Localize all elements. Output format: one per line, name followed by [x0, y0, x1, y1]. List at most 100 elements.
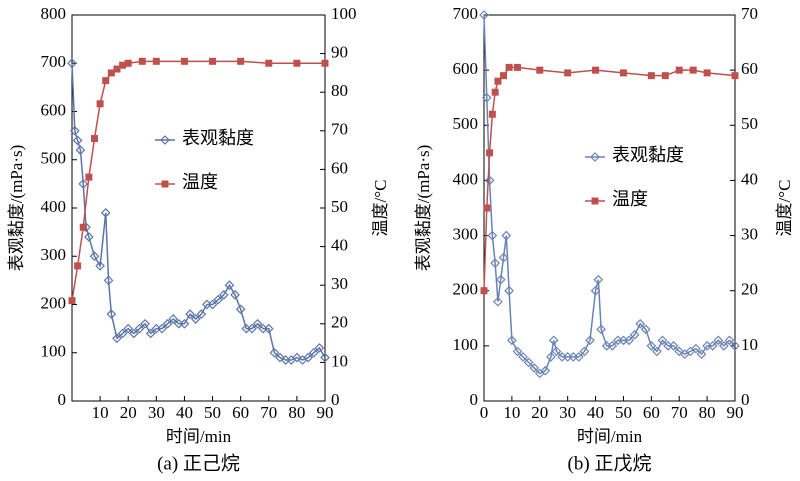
x-tick-label: 50 — [204, 403, 221, 422]
y2-axis-title: 温度/°C — [371, 180, 390, 237]
marker — [480, 287, 488, 295]
marker — [308, 347, 319, 358]
marker — [185, 309, 195, 319]
marker — [590, 285, 601, 296]
y2-tick-label: 60 — [331, 158, 348, 177]
marker — [640, 324, 651, 335]
marker — [235, 304, 246, 315]
marker — [523, 357, 534, 368]
y2-tick-label: 50 — [741, 114, 758, 133]
marker — [314, 343, 325, 353]
marker — [119, 61, 127, 69]
legend-label: 表观黏度 — [182, 128, 254, 148]
marker — [548, 335, 559, 346]
marker — [512, 346, 523, 357]
marker — [536, 66, 544, 74]
x-tick-label: 30 — [559, 403, 576, 422]
x-tick-label: 20 — [120, 403, 137, 422]
marker — [321, 59, 329, 67]
x-tick-label: 70 — [260, 403, 277, 422]
y2-tick-label: 40 — [331, 236, 348, 255]
y-tick-label: 700 — [41, 52, 67, 71]
marker — [718, 341, 729, 351]
series-line — [483, 14, 736, 375]
marker — [140, 318, 150, 329]
x-tick-label: 90 — [317, 403, 334, 422]
y-tick-label: 300 — [453, 224, 479, 243]
marker — [100, 207, 111, 218]
x-tick-label: 0 — [480, 403, 489, 422]
y-tick-label: 200 — [453, 280, 479, 299]
marker — [89, 251, 100, 262]
marker — [703, 69, 711, 77]
y-axis-title: 表观黏度/(mPa·s) — [7, 145, 26, 272]
marker — [124, 59, 132, 67]
marker — [483, 204, 491, 212]
marker — [488, 110, 496, 118]
y2-tick-label: 0 — [741, 390, 750, 409]
marker — [657, 335, 668, 346]
y2-tick-label: 20 — [741, 280, 758, 299]
marker — [481, 92, 492, 103]
plot-frame — [483, 14, 736, 402]
marker — [117, 328, 128, 339]
marker — [269, 347, 280, 358]
y2-tick-label: 30 — [741, 224, 758, 243]
marker — [72, 135, 83, 146]
marker — [320, 352, 330, 363]
marker — [713, 335, 724, 346]
marker — [90, 135, 98, 143]
marker — [585, 335, 595, 346]
marker — [689, 66, 697, 74]
marker — [152, 57, 160, 65]
marker — [138, 57, 146, 65]
y2-tick-label: 60 — [741, 59, 758, 78]
marker — [590, 152, 600, 162]
y2-tick-label: 80 — [331, 81, 348, 100]
marker — [84, 232, 94, 242]
marker — [265, 59, 273, 67]
y-tick-label: 100 — [41, 342, 67, 361]
marker — [213, 294, 224, 305]
marker — [230, 290, 240, 300]
marker — [128, 328, 139, 339]
y2-tick-label: 40 — [741, 169, 758, 188]
x-tick-label: 50 — [615, 403, 632, 422]
y-tick-label: 600 — [41, 100, 67, 119]
marker — [551, 346, 562, 357]
marker — [724, 335, 735, 346]
marker — [546, 352, 556, 362]
y2-axis-title: 温度/°C — [775, 180, 794, 237]
marker — [668, 341, 679, 351]
marker — [106, 309, 117, 319]
marker — [190, 314, 201, 324]
marker — [652, 346, 662, 357]
marker — [624, 335, 634, 346]
y2-tick-label: 70 — [741, 4, 758, 23]
marker — [486, 149, 494, 157]
y2-tick-label: 30 — [331, 274, 348, 293]
marker — [218, 290, 229, 300]
marker — [579, 346, 590, 357]
marker — [79, 223, 87, 231]
marker — [490, 258, 501, 268]
marker — [731, 72, 739, 80]
marker — [157, 323, 167, 334]
marker — [85, 173, 93, 181]
y2-tick-label: 20 — [331, 313, 348, 332]
marker — [529, 363, 540, 373]
marker — [96, 100, 104, 108]
y-tick-label: 500 — [41, 149, 67, 168]
x-tick-label: 80 — [699, 403, 716, 422]
marker — [495, 274, 506, 285]
marker — [75, 145, 86, 155]
marker — [293, 59, 301, 67]
x-tick-label: 60 — [232, 403, 249, 422]
marker — [252, 318, 263, 329]
marker — [180, 57, 188, 65]
marker — [487, 230, 498, 241]
marker — [484, 175, 495, 186]
y-tick-label: 100 — [453, 335, 479, 354]
y2-tick-label: 0 — [331, 390, 340, 409]
marker — [619, 69, 627, 77]
